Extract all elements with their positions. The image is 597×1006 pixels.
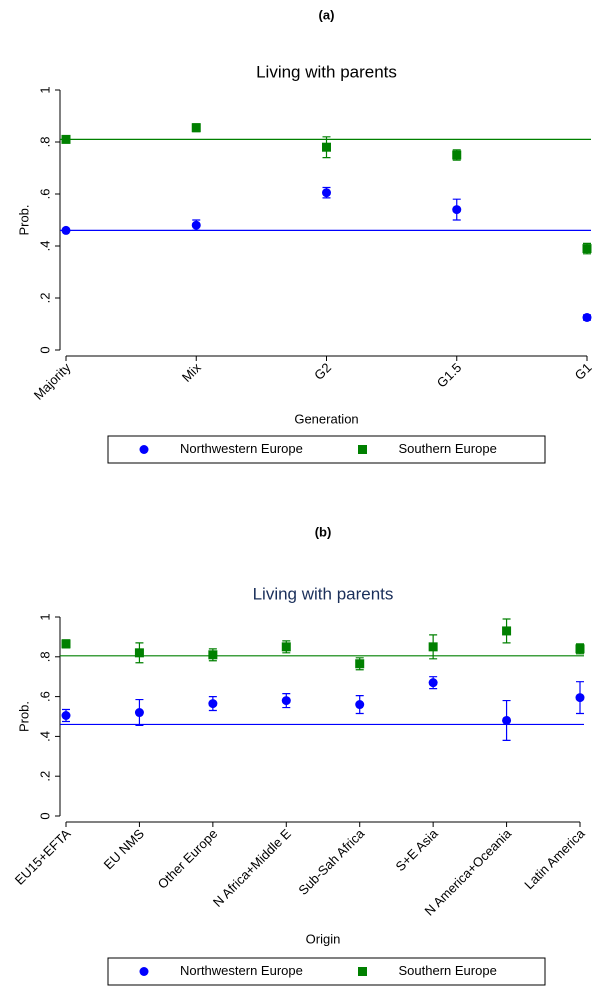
marker — [355, 659, 365, 669]
legend-label: Southern Europe — [399, 963, 497, 978]
marker — [61, 225, 71, 235]
panel-label: (a) — [319, 7, 335, 22]
y-tick-label: .4 — [37, 731, 52, 742]
y-tick-label: .6 — [37, 189, 52, 200]
marker — [134, 708, 144, 718]
legend-marker — [358, 967, 367, 976]
marker — [452, 205, 462, 215]
marker — [502, 715, 512, 725]
x-tick-label: EU15+EFTA — [12, 826, 74, 888]
panel-label: (b) — [315, 524, 332, 539]
y-tick-label: 0 — [37, 812, 52, 819]
x-tick-label: EU NMS — [101, 826, 148, 873]
marker — [582, 244, 592, 254]
marker — [281, 696, 291, 706]
y-tick-label: .8 — [37, 137, 52, 148]
panel: (a) Living with parents 0 .2 .4 .6 .8 1 Prob. Maj… — [16, 7, 595, 464]
marker — [502, 626, 512, 636]
x-tick-label: Other Europe — [155, 826, 221, 892]
y-tick-label: .2 — [37, 293, 52, 304]
marker — [191, 123, 201, 133]
marker — [61, 639, 71, 649]
legend-marker — [139, 445, 149, 454]
y-axis-label: Prob. — [16, 204, 31, 235]
x-axis-label: Generation — [294, 411, 358, 426]
marker — [322, 142, 331, 152]
legend-label: Northwestern Europe — [180, 441, 303, 456]
x-tick-label: S+E Asia — [393, 825, 442, 874]
x-tick-label: Mix — [179, 360, 204, 385]
y-tick-label: .8 — [37, 651, 52, 662]
marker — [452, 150, 462, 160]
x-tick-label: Majority — [31, 360, 74, 403]
marker — [355, 700, 365, 710]
marker — [61, 134, 71, 144]
legend-box — [107, 957, 546, 986]
chart-title: Living with parents — [256, 62, 397, 81]
marker — [191, 220, 201, 230]
y-tick-label: .6 — [37, 691, 52, 702]
legend-marker — [139, 967, 149, 976]
y-tick-label: 0 — [37, 346, 52, 353]
marker — [208, 699, 218, 709]
y-axis-label: Prob. — [16, 701, 31, 732]
x-tick-label: Latin America — [521, 825, 588, 892]
x-tick-label: Sub-Sah Africa — [295, 825, 367, 897]
panel: (b) Living with parents 0 .2 .4 .6 .8 1 Prob. EU1… — [12, 524, 588, 986]
marker — [575, 693, 585, 703]
y-tick-label: .2 — [37, 771, 52, 782]
marker — [61, 711, 71, 721]
marker — [208, 650, 218, 660]
legend-label: Northwestern Europe — [180, 963, 303, 978]
marker — [134, 648, 144, 658]
marker — [281, 642, 291, 652]
x-axis-label: Origin — [306, 931, 341, 946]
x-tick-label: N Africa+Middle E — [210, 826, 294, 910]
legend-label: Southern Europe — [399, 441, 497, 456]
marker — [428, 678, 438, 688]
marker — [575, 644, 585, 654]
chart-title: Living with parents — [253, 584, 394, 603]
legend-marker — [358, 445, 367, 454]
marker — [428, 642, 438, 652]
y-tick-label: 1 — [37, 613, 52, 620]
y-tick-label: .4 — [37, 241, 52, 252]
marker — [322, 188, 331, 198]
x-tick-label: G2 — [311, 360, 334, 383]
marker — [582, 313, 592, 322]
legend-box — [107, 435, 546, 464]
x-tick-label: G1.5 — [434, 360, 465, 391]
y-tick-label: 1 — [37, 86, 52, 93]
x-tick-label: G1 — [572, 360, 595, 383]
